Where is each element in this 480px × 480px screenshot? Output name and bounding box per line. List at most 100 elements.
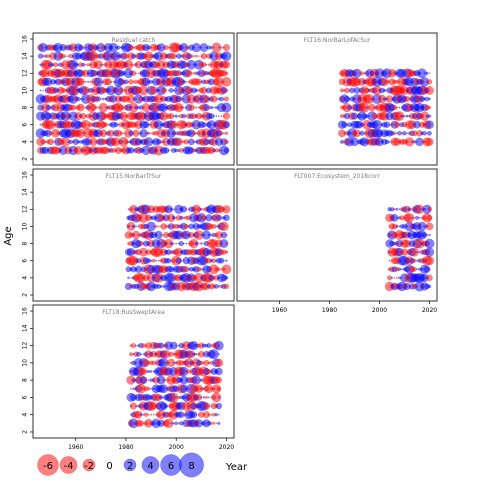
- y-tick-label: 8: [22, 105, 29, 109]
- residual-bubble: [415, 215, 419, 220]
- residual-bubble: [202, 402, 211, 410]
- residual-bubble: [73, 62, 78, 67]
- residual-bubble: [192, 140, 196, 144]
- residual-bubble: [178, 241, 184, 247]
- y-tick-label: 10: [22, 86, 29, 94]
- residual-bubble: [52, 141, 54, 143]
- panel-title: Residual catch: [112, 37, 156, 44]
- residual-bubble: [223, 259, 225, 262]
- residual-bubble: [209, 105, 214, 110]
- residual-bubble: [222, 112, 231, 120]
- residual-bubble: [224, 88, 229, 93]
- residual-bubble: [221, 51, 232, 62]
- residual-bubble: [207, 106, 211, 109]
- residual-bubble: [134, 105, 138, 110]
- residual-bubble: [172, 362, 175, 364]
- residual-bubble: [224, 96, 229, 102]
- residual-bubble: [197, 379, 200, 381]
- residual-bubble: [422, 131, 427, 136]
- legend-label: 2: [127, 461, 133, 472]
- residual-bubble: [150, 387, 152, 390]
- panel-5: FLT18:RusSweptArea 2 4 6 8 10 12 14 16 1960 1980 20…: [22, 304, 235, 451]
- y-tick-label: 12: [22, 342, 29, 350]
- residual-bubble: [427, 207, 432, 212]
- y-tick-label: 8: [22, 241, 29, 245]
- y-tick-label: 6: [22, 259, 29, 263]
- residual-bubble: [115, 46, 117, 49]
- residual-bubble: [131, 343, 136, 349]
- residual-bubble: [147, 131, 151, 135]
- residual-bubble: [201, 62, 207, 68]
- y-tick-label: 10: [22, 359, 29, 367]
- residual-bubble: [427, 106, 432, 110]
- residual-bubble: [139, 376, 148, 384]
- residual-bubble: [167, 149, 170, 152]
- y-tick-label: 14: [22, 324, 29, 332]
- residual-bubble: [200, 208, 203, 211]
- residual-bubble: [223, 132, 225, 135]
- residual-bubble: [103, 122, 108, 127]
- bubbles: [126, 340, 224, 429]
- residual-bubble: [423, 72, 426, 75]
- residual-bubble: [116, 45, 121, 50]
- residual-bubble: [135, 225, 137, 228]
- y-tick-label: 16: [22, 35, 29, 43]
- legend-entry: 6: [160, 454, 182, 476]
- residual-bubble: [426, 274, 433, 282]
- residual-bubble: [165, 89, 168, 92]
- y-tick-label: 6: [22, 395, 29, 399]
- residual-bubble: [194, 88, 199, 93]
- residual-bubble: [152, 225, 155, 228]
- residual-bubble: [170, 422, 173, 425]
- residual-bubble: [222, 205, 231, 214]
- residual-bubble: [82, 46, 85, 49]
- residual-bubble: [378, 123, 381, 126]
- residual-bubble: [393, 277, 396, 279]
- y-tick-label: 16: [22, 307, 29, 315]
- residual-bubble: [140, 353, 142, 356]
- residual-bubble: [185, 242, 188, 245]
- residual-bubble: [418, 217, 421, 219]
- residual-bubble: [221, 264, 232, 275]
- y-tick-label: 4: [22, 413, 29, 417]
- residual-bubble: [181, 113, 187, 119]
- residual-bubble: [185, 208, 188, 211]
- residual-bubble: [209, 421, 213, 425]
- legend-entry: 4: [141, 456, 160, 474]
- residual-bubble: [214, 340, 224, 351]
- residual-bubble: [224, 276, 229, 280]
- residual-bubble: [174, 421, 178, 426]
- residual-bubble: [216, 386, 222, 392]
- residual-bubble: [145, 379, 147, 381]
- residual-bubble: [132, 387, 135, 390]
- legend-entry: 0: [106, 461, 112, 472]
- residual-bubble: [215, 402, 223, 410]
- residual-bubble: [42, 89, 44, 92]
- residual-bubble: [365, 106, 369, 109]
- residual-bubble: [143, 412, 149, 417]
- residual-bubble: [64, 55, 67, 57]
- residual-bubble: [129, 352, 133, 357]
- residual-bubble: [119, 131, 123, 135]
- residual-bubble: [220, 46, 223, 49]
- residual-bubble: [150, 132, 152, 135]
- residual-bubble: [195, 106, 198, 109]
- residual-bubble: [197, 55, 200, 57]
- residual-bubble: [416, 251, 418, 253]
- residual-bubble: [154, 225, 158, 228]
- residual-bubble: [157, 259, 160, 262]
- residual-bubble: [99, 81, 102, 83]
- panel-title: FLT007:Ecosystem_2018corr: [294, 173, 380, 180]
- residual-bubble: [195, 132, 198, 135]
- residual-bubble: [217, 396, 221, 399]
- residual-bubble: [107, 123, 110, 126]
- residual-bubble: [426, 214, 433, 221]
- residual-bubble: [405, 114, 409, 118]
- bubbles: [124, 204, 232, 292]
- residual-bubble: [152, 370, 155, 373]
- residual-bubble: [219, 221, 229, 232]
- residual-bubble: [150, 413, 153, 416]
- residual-bubble: [168, 88, 174, 93]
- residual-bubble: [175, 396, 178, 399]
- residual-bubble: [388, 140, 391, 143]
